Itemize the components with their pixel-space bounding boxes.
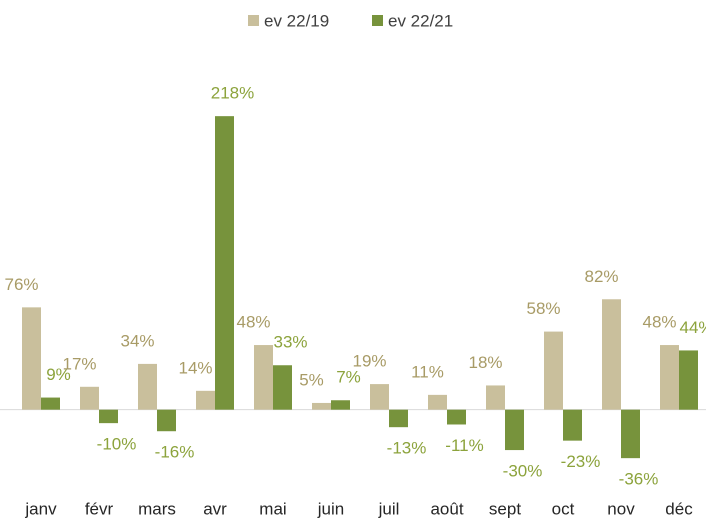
bar (80, 386, 99, 410)
x-tick-label: janv (24, 499, 57, 518)
bar (312, 402, 331, 410)
legend-label: ev 22/21 (388, 11, 453, 30)
bar (138, 363, 157, 410)
x-tick-label: déc (665, 499, 693, 518)
bar (679, 350, 698, 410)
value-label: -13% (387, 439, 427, 458)
value-label: 14% (178, 358, 212, 377)
bar (563, 409, 582, 441)
x-tick-label: avr (203, 499, 227, 518)
bar (215, 116, 234, 410)
value-label: 218% (211, 84, 254, 103)
bar (331, 400, 350, 410)
value-label: -30% (503, 462, 543, 481)
value-label: 18% (468, 353, 502, 372)
bar (196, 390, 215, 410)
bar (621, 409, 640, 459)
value-label: 34% (120, 331, 154, 350)
value-label: 48% (236, 313, 270, 332)
bar (273, 365, 292, 410)
value-label: -23% (561, 452, 601, 471)
legend-swatch (248, 15, 259, 26)
value-label: 48% (642, 313, 676, 332)
bar (41, 397, 60, 410)
bar (544, 331, 563, 410)
x-tick-label: juil (378, 499, 400, 518)
bar (486, 385, 505, 410)
value-label: 76% (4, 275, 38, 294)
value-label: -10% (97, 435, 137, 454)
bar (505, 409, 524, 451)
bar (254, 345, 273, 410)
bar (428, 394, 447, 410)
value-label: 33% (273, 333, 307, 352)
bar (22, 307, 41, 410)
x-tick-label: oct (552, 499, 575, 518)
value-label: 17% (62, 354, 96, 373)
value-label: -11% (445, 436, 483, 455)
value-label: 19% (352, 352, 386, 371)
bar (447, 409, 466, 425)
x-tick-label: juin (317, 499, 344, 518)
bar (660, 345, 679, 410)
bar (602, 299, 621, 410)
value-label: 5% (299, 370, 324, 389)
legend-swatch (372, 15, 383, 26)
legend-label: ev 22/19 (264, 11, 329, 30)
value-label: 58% (526, 299, 560, 318)
x-tick-label: nov (607, 499, 635, 518)
value-label: 44% (679, 318, 706, 337)
x-tick-label: mai (259, 499, 286, 518)
bar (370, 384, 389, 410)
value-label: 11% (411, 362, 444, 381)
value-label: 9% (46, 365, 71, 384)
value-label: -16% (155, 443, 195, 462)
x-tick-label: sept (489, 499, 521, 518)
value-label: -36% (619, 470, 659, 489)
bar (157, 409, 176, 432)
value-label: 82% (584, 267, 618, 286)
x-tick-label: mars (138, 499, 176, 518)
x-tick-label: août (430, 499, 463, 518)
bar (99, 409, 118, 424)
bar (389, 409, 408, 428)
value-label: 7% (336, 368, 361, 387)
x-tick-label: févr (85, 499, 114, 518)
